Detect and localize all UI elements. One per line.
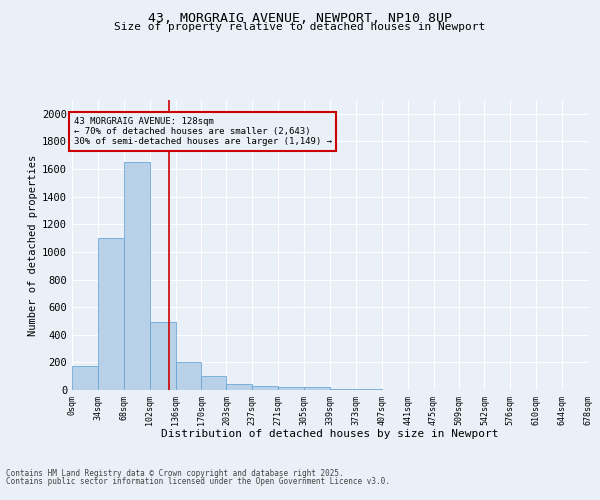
X-axis label: Distribution of detached houses by size in Newport: Distribution of detached houses by size … — [161, 429, 499, 439]
Text: Contains HM Land Registry data © Crown copyright and database right 2025.: Contains HM Land Registry data © Crown c… — [6, 468, 344, 477]
Text: 43, MORGRAIG AVENUE, NEWPORT, NP10 8UP: 43, MORGRAIG AVENUE, NEWPORT, NP10 8UP — [148, 12, 452, 26]
Y-axis label: Number of detached properties: Number of detached properties — [28, 154, 38, 336]
Bar — [176, 362, 202, 390]
Bar — [278, 387, 304, 390]
Bar — [226, 384, 253, 390]
Bar — [149, 322, 176, 390]
Text: 43 MORGRAIG AVENUE: 128sqm
← 70% of detached houses are smaller (2,643)
30% of s: 43 MORGRAIG AVENUE: 128sqm ← 70% of deta… — [74, 116, 332, 146]
Bar — [330, 388, 356, 390]
Bar — [304, 387, 330, 390]
Bar — [253, 386, 278, 390]
Bar — [202, 376, 226, 390]
Bar — [98, 238, 124, 390]
Text: Size of property relative to detached houses in Newport: Size of property relative to detached ho… — [115, 22, 485, 32]
Text: Contains public sector information licensed under the Open Government Licence v3: Contains public sector information licen… — [6, 477, 390, 486]
Bar — [124, 162, 149, 390]
Bar — [72, 366, 98, 390]
